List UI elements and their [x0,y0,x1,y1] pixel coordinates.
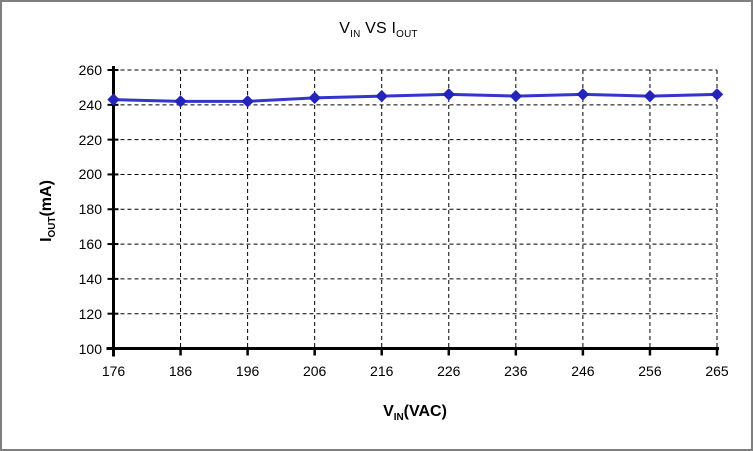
data-point-marker [576,88,590,101]
y-tick-label: 180 [78,201,102,218]
x-tick-label: 236 [504,363,528,379]
y-tick-label: 240 [78,96,102,113]
label-text: VS I [360,20,397,37]
x-tick-label: 226 [437,363,461,379]
label-subscript: OUT [396,29,418,41]
label-text: V [339,20,351,37]
x-tick-label: 186 [168,363,193,379]
data-point-marker [643,89,657,103]
data-point-marker [308,91,321,105]
y-tick-label: 220 [78,131,102,148]
data-point-marker [710,88,724,101]
y-tick-label: 260 [78,62,102,78]
label-text: V [383,403,394,420]
x-tick-label: 256 [638,363,662,379]
y-tick-label: 120 [78,305,102,322]
y-tick-label: 100 [78,340,102,357]
data-point-marker [174,95,187,108]
data-point-marker [509,89,523,103]
x-tick-label: 196 [235,363,260,379]
data-point-marker [375,89,388,103]
x-tick-label: 265 [705,363,729,379]
x-tick-label: 246 [571,363,595,379]
y-tick-label: 160 [78,236,102,253]
label-subscript: IN [350,29,361,41]
data-point-marker [241,95,254,108]
y-tick-label: 200 [78,166,102,183]
data-line [112,92,719,103]
label-text: (VAC) [403,403,447,420]
data-point-marker [442,88,455,101]
x-tick-label: 206 [302,363,327,379]
data-point-marker [107,93,120,106]
label-subscript: IN [393,412,404,424]
x-axis-title: VIN(VAC) [305,403,525,424]
x-tick-label: 216 [370,363,394,379]
y-tick-label: 140 [78,270,102,287]
chart-title: VIN VS IOUT [2,20,751,41]
x-tick-label: 176 [101,363,126,379]
